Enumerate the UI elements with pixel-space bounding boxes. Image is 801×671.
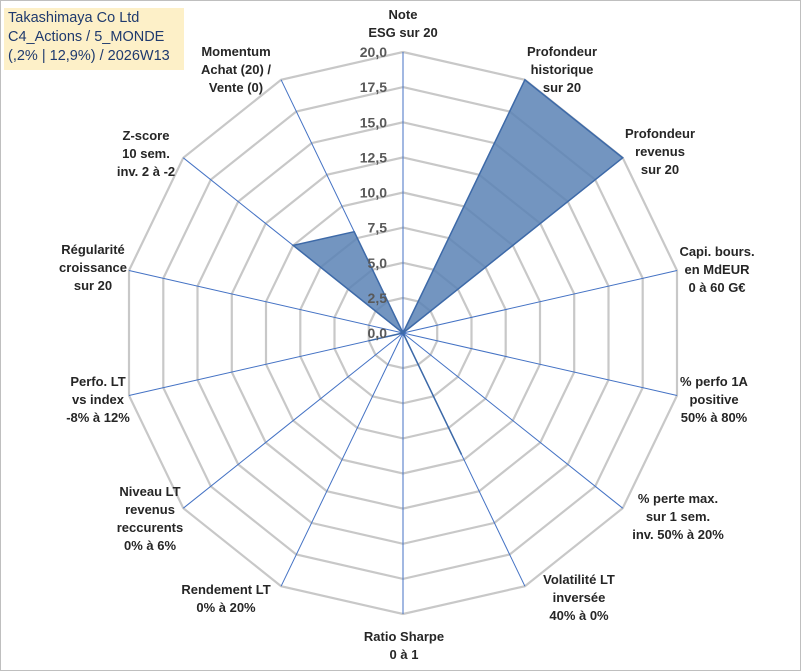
tick-label-1: 2,5	[368, 290, 388, 306]
title-box: Takashimaya Co Ltd C4_Actions / 5_MONDE …	[4, 8, 184, 70]
axis-label-2-line-2: sur 20	[641, 162, 679, 177]
axis-label-10-line-1: vs index	[72, 392, 125, 407]
tick-label-5: 12,5	[360, 149, 387, 165]
axis-label-1: Profondeur historique sur 20	[527, 44, 597, 95]
axis-label-2: Profondeur revenus sur 20	[625, 126, 695, 177]
period-line: (,2% | 12,9%) / 2026W13	[8, 48, 170, 64]
axis-label-9-line-3: 0% à 6%	[124, 538, 176, 553]
tick-label-6: 15,0	[360, 114, 387, 130]
tick-label-0: 0,0	[368, 325, 388, 341]
axis-label-4-line-1: positive	[689, 392, 738, 407]
axis-label-6-line-0: Volatilité LT	[543, 572, 615, 587]
axis-label-4-line-2: 50% à 80%	[681, 410, 748, 425]
axis-label-2-line-1: revenus	[635, 144, 685, 159]
radial-tick-labels: 0,0 2,5 5,0 7,5 10,0 12,5 15,0 17,5 20,0	[360, 44, 387, 341]
axis-label-8-line-0: Rendement LT	[181, 582, 270, 597]
axis-label-11-line-2: sur 20	[74, 278, 112, 293]
axis-label-5-line-1: sur 1 sem.	[646, 509, 710, 524]
tick-label-2: 5,0	[368, 255, 388, 271]
axis-label-12-line-0: Z-score	[123, 128, 170, 143]
spoke-11	[128, 270, 404, 334]
axis-label-10: Perfo. LT vs index -8% à 12%	[66, 374, 130, 425]
axis-label-9-line-0: Niveau LT	[119, 484, 180, 499]
axis-label-11-line-0: Régularité	[61, 242, 125, 257]
tick-label-3: 7,5	[368, 220, 388, 236]
axis-label-11-line-1: croissance	[59, 260, 127, 275]
axis-label-0-line-1: ESG sur 20	[368, 25, 437, 40]
axis-label-9: Niveau LT revenus reccurents 0% à 6%	[117, 484, 183, 553]
axis-label-8: Rendement LT 0% à 20%	[181, 582, 270, 615]
axis-label-13: Momentum Achat (20) / Vente (0)	[201, 44, 271, 95]
axis-label-5: % perte max. sur 1 sem. inv. 50% à 20%	[632, 491, 724, 542]
axis-label-1-line-0: Profondeur	[527, 44, 597, 59]
axis-label-5-line-2: inv. 50% à 20%	[632, 527, 724, 542]
axis-label-9-line-1: revenus	[125, 502, 175, 517]
axis-label-6: Volatilité LT inversée 40% à 0%	[543, 572, 615, 623]
category-line: C4_Actions / 5_MONDE	[8, 29, 165, 45]
axis-label-4-line-0: % perfo 1A	[680, 374, 749, 389]
spoke-4	[402, 332, 678, 396]
tick-label-4: 10,0	[360, 185, 387, 201]
axis-label-3-line-1: en MdEUR	[685, 262, 751, 277]
axis-label-13-line-0: Momentum	[201, 44, 270, 59]
spoke-3	[402, 270, 678, 334]
tick-label-7: 17,5	[360, 79, 387, 95]
axis-label-10-line-2: -8% à 12%	[66, 410, 130, 425]
axis-label-10-line-0: Perfo. LT	[70, 374, 125, 389]
spoke-9	[182, 332, 404, 509]
axis-label-3-line-2: 0 à 60 G€	[688, 280, 745, 295]
axis-label-6-line-2: 40% à 0%	[549, 608, 609, 623]
axis-label-5-line-0: % perte max.	[638, 491, 718, 506]
axis-label-0: Note ESG sur 20	[368, 7, 437, 40]
axis-label-1-line-1: historique	[531, 62, 594, 77]
axis-label-13-line-1: Achat (20) /	[201, 62, 271, 77]
axis-label-12: Z-score 10 sem. inv. 2 à -2	[117, 128, 175, 179]
axis-label-13-line-2: Vente (0)	[209, 80, 263, 95]
axis-label-11: Régularité croissance sur 20	[59, 242, 127, 293]
spoke-10	[128, 332, 404, 396]
tick-label-8: 20,0	[360, 44, 387, 60]
spoke-8	[280, 332, 404, 587]
company-name: Takashimaya Co Ltd	[8, 10, 140, 26]
axis-label-12-line-2: inv. 2 à -2	[117, 164, 175, 179]
axis-label-7: Ratio Sharpe 0 à 1	[364, 629, 444, 662]
axis-label-2-line-0: Profondeur	[625, 126, 695, 141]
axis-label-3-line-0: Capi. bours.	[679, 244, 754, 259]
series-area	[291, 78, 624, 455]
axis-labels: Note ESG sur 20 Profondeur historique sur 20…	[59, 7, 755, 662]
axis-label-4: % perfo 1A positive 50% à 80%	[680, 374, 749, 425]
axis-label-9-line-2: reccurents	[117, 520, 183, 535]
axis-label-6-line-1: inversée	[553, 590, 606, 605]
axis-label-8-line-1: 0% à 20%	[196, 600, 256, 615]
axis-label-12-line-1: 10 sem.	[122, 146, 170, 161]
radar-series	[291, 78, 624, 455]
axis-label-7-line-0: Ratio Sharpe	[364, 629, 444, 644]
axis-label-7-line-1: 0 à 1	[390, 647, 419, 662]
axis-label-1-line-2: sur 20	[543, 80, 581, 95]
axis-label-3: Capi. bours. en MdEUR 0 à 60 G€	[679, 244, 754, 295]
spoke-5	[402, 332, 624, 509]
axis-label-0-line-0: Note	[389, 7, 418, 22]
